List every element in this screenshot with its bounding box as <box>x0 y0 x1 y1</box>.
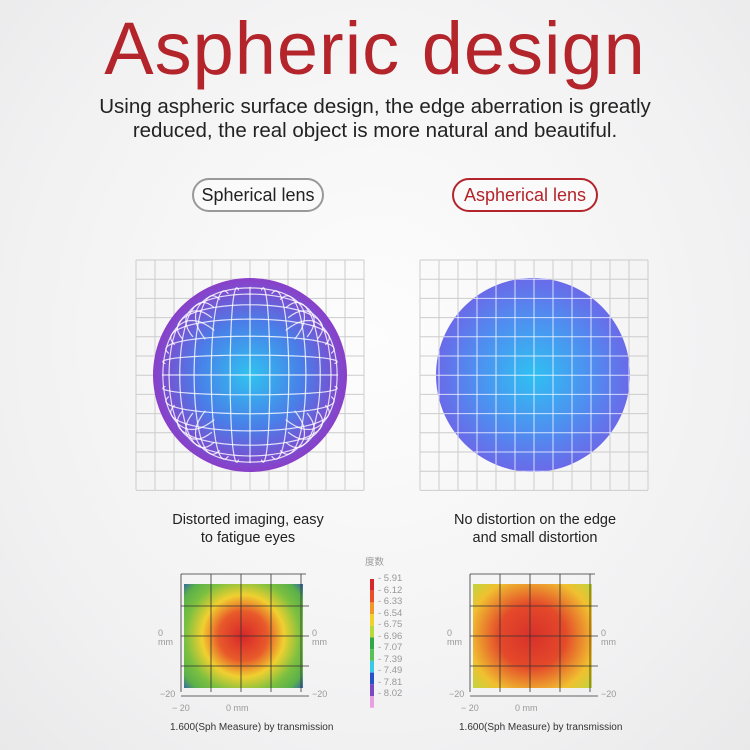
legend-swatch <box>370 602 374 615</box>
aspherical-lens-label: Aspherical lens <box>452 178 598 212</box>
legend-swatch <box>370 590 374 603</box>
caption-line: Distorted imaging, easy <box>172 512 324 528</box>
legend-swatch <box>370 614 374 626</box>
legend-swatch <box>370 696 374 708</box>
axis-label: −20 <box>601 689 617 699</box>
axis-label: − 20 <box>172 703 190 713</box>
spherical-lens-label: Spherical lens <box>192 178 324 212</box>
heatmap-caption: 1.600(Sph Measure) by transmission <box>170 722 334 733</box>
aspherical-caption: No distortion on the edge and small disto… <box>435 511 635 547</box>
legend-title: 度数 <box>365 557 385 568</box>
distorted-grid-line <box>285 319 338 431</box>
axis-label: mm <box>312 637 327 647</box>
legend-value: - 6.54 <box>378 607 403 619</box>
legend-value: - 6.33 <box>378 596 403 607</box>
legend-swatch <box>370 684 374 696</box>
legend-value: - 6.75 <box>378 619 403 630</box>
legend-value: - 6.12 <box>378 584 403 596</box>
axis-label: − 20 <box>461 703 479 713</box>
axis-label: 0 mm <box>515 703 538 713</box>
heatmap-gridlines <box>180 573 598 697</box>
legend-value: - 8.02 <box>378 688 403 699</box>
subtitle-line: reduced, the real object is more natural… <box>132 119 618 142</box>
axis-label: 0 <box>601 628 607 638</box>
legend-value: - 7.49 <box>378 665 403 676</box>
distorted-grid-line <box>194 410 306 463</box>
subtitle-line: Using aspheric surface design, the edge … <box>99 95 651 118</box>
axis-label: mm <box>447 637 462 647</box>
legend-swatch <box>370 625 374 638</box>
heatmap-caption: 1.600(Sph Measure) by transmission <box>459 722 623 733</box>
legend-swatch <box>370 637 374 650</box>
axis-label: −20 <box>160 689 176 699</box>
subtitle: Using aspheric surface design, the edge … <box>0 95 750 143</box>
legend-swatch <box>370 649 374 661</box>
legend-values: - 5.91- 6.12- 6.33- 6.54- 6.75- 6.96- 7.… <box>378 573 402 700</box>
legend-swatch <box>370 660 374 673</box>
legend-swatch <box>370 579 374 591</box>
caption-line: No distortion on the edge <box>453 512 617 528</box>
axis-label: −20 <box>449 689 465 699</box>
undistorted-grid <box>436 278 630 472</box>
legend-colorbar <box>370 579 374 708</box>
axis-label: −20 <box>312 689 328 699</box>
axis-label: mm <box>601 637 616 647</box>
distorted-grid-line <box>287 310 332 440</box>
legend-value: - 7.81 <box>378 676 403 688</box>
legend-swatch <box>370 672 374 685</box>
axis-label: 0 <box>447 628 453 638</box>
legend-value: - 5.91 <box>378 573 403 584</box>
legend-value: - 7.07 <box>378 642 403 653</box>
legend-value: - 6.96 <box>378 630 403 642</box>
axis-label: 0 <box>312 628 318 638</box>
axis-label: mm <box>158 637 173 647</box>
caption-line: and small distortion <box>472 530 598 546</box>
page-title: Aspheric design <box>104 7 646 90</box>
axis-label: 0 <box>158 628 164 638</box>
legend-value: - 7.39 <box>378 653 403 665</box>
distorted-grid <box>161 286 339 464</box>
axis-label: 0 mm <box>226 703 249 713</box>
caption-line: to fatigue eyes <box>200 530 296 546</box>
spherical-caption: Distorted imaging, easy to fatigue eyes <box>148 511 348 547</box>
